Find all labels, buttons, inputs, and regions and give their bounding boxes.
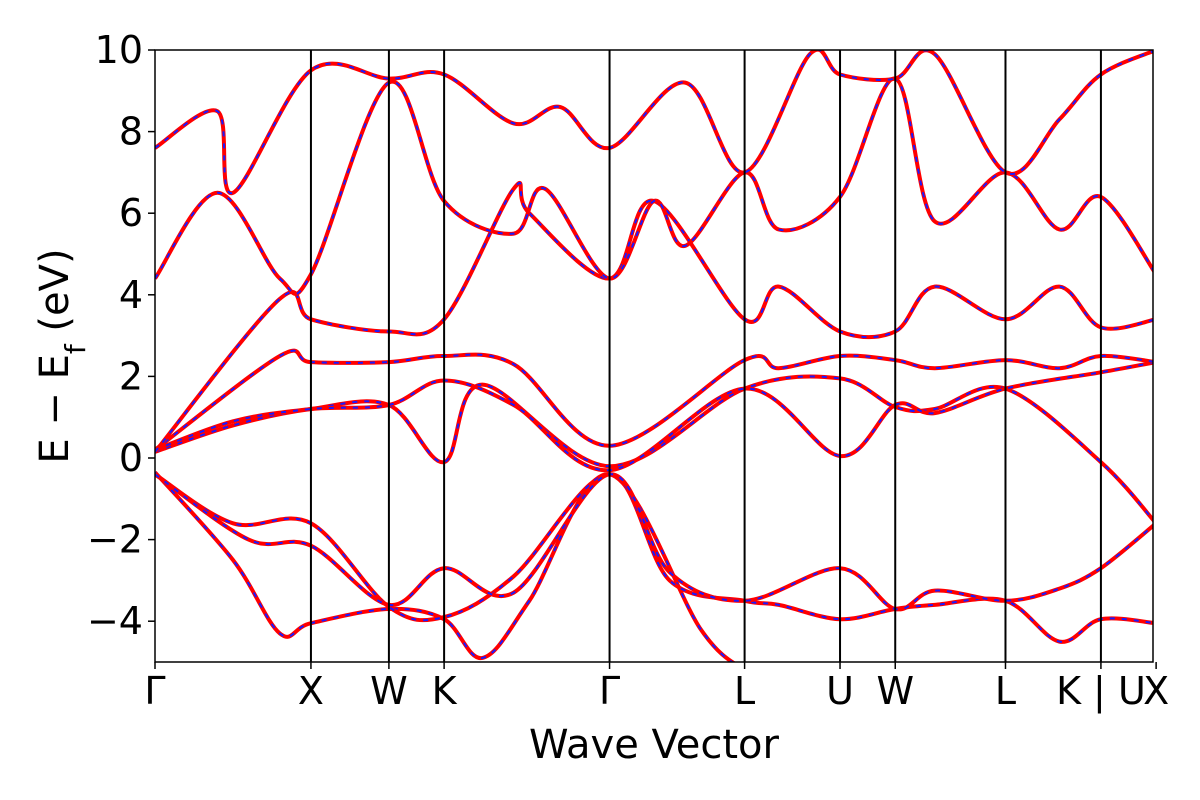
x-tick-label: K | U: [1056, 669, 1146, 714]
x-axis-label: Wave Vector: [529, 722, 780, 768]
y-tick-label: −2: [87, 518, 143, 562]
band-line-dashed-2: [155, 473, 1153, 643]
x-tick-label: L: [995, 669, 1016, 713]
band-line-dashed-3: [155, 473, 1153, 611]
x-tick-label: W: [876, 669, 914, 713]
y-axis-label-unit: (eV): [32, 248, 78, 344]
band-line-dashed-5: [155, 361, 1153, 472]
y-axis-label: E − Ef (eV): [32, 248, 92, 463]
y-axis-label-main: E − E: [32, 354, 78, 464]
x-tick-label: Γ: [144, 669, 165, 713]
y-tick-label: 0: [119, 436, 143, 480]
plot-frame: [154, 49, 1154, 663]
band-line-dashed-9: [155, 50, 1153, 194]
x-tick-label: K: [432, 669, 458, 713]
y-tick-label: 6: [119, 191, 143, 235]
x-tick-label: Γ: [599, 669, 620, 713]
y-tick-label: 2: [119, 354, 143, 398]
y-tick-label: 8: [119, 110, 143, 154]
y-axis-label-sub: f: [59, 343, 92, 354]
y-tick-label: 4: [119, 273, 143, 317]
x-tick-label: X: [1143, 669, 1169, 713]
band-line-dashed-6: [155, 349, 1153, 451]
y-tick-label: 10: [95, 28, 143, 72]
x-tick-label: X: [298, 669, 324, 713]
x-tick-label: U: [826, 669, 854, 713]
x-tick-label: W: [370, 669, 408, 713]
band-line-8: [155, 76, 1153, 297]
band-line-1: [155, 470, 736, 662]
y-axis-ticks: −4 −2 0 2 4 6 8 10: [87, 28, 155, 643]
y-tick-label: −4: [87, 599, 143, 643]
band-line-dashed-1: [155, 471, 734, 662]
x-tick-label: L: [734, 669, 755, 713]
kpoint-separators: [309, 50, 1102, 662]
